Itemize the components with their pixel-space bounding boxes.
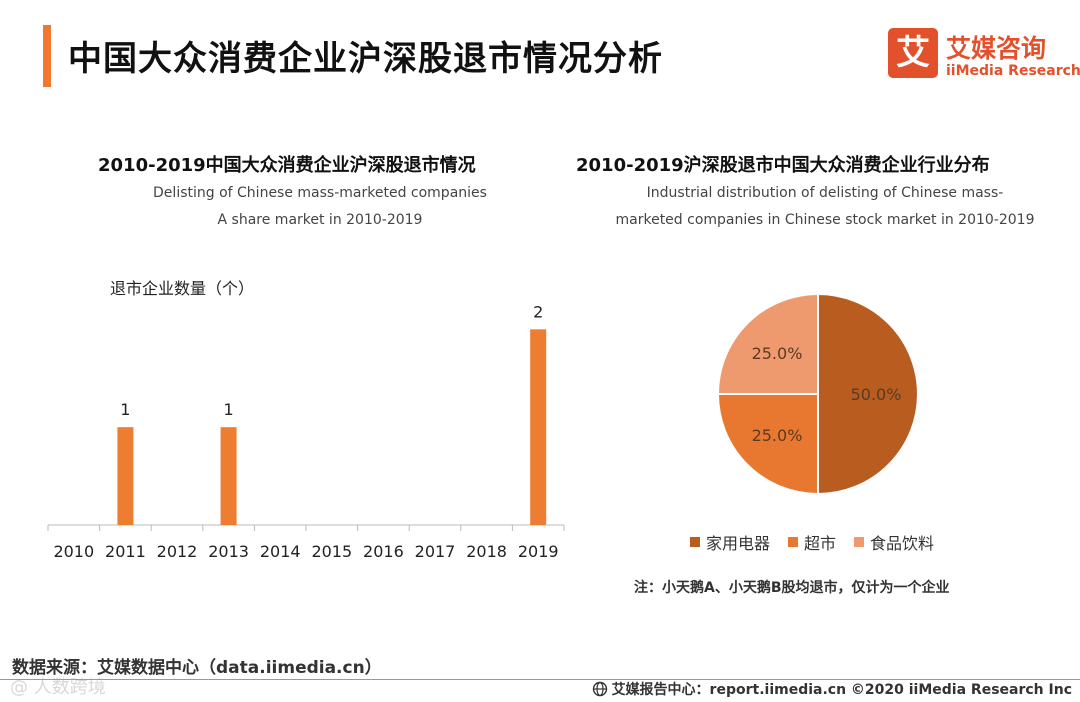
bar-data-label: 1 — [224, 400, 234, 419]
pie-chart-title: 2010-2019沪深股退市中国大众消费企业行业分布 — [576, 155, 990, 176]
bar — [117, 427, 134, 525]
bar — [530, 329, 547, 525]
legend-label: 家用电器 — [706, 534, 771, 553]
pie-chart-subtitle-1: Industrial distribution of delisting of … — [646, 185, 1004, 201]
x-tick-label: 2017 — [415, 542, 456, 561]
bar-chart-subtitle-2: A share market in 2010-2019 — [217, 212, 423, 228]
title-accent-bar — [43, 25, 51, 87]
pie-slice — [716, 393, 819, 496]
bar-chart-subtitle-1: Delisting of Chinese mass-marketed compa… — [153, 185, 487, 201]
x-tick-label: 2012 — [157, 542, 198, 561]
pie-slice-label: 50.0% — [851, 385, 902, 404]
x-tick-label: 2010 — [53, 542, 94, 561]
pie-slice-label: 25.0% — [752, 344, 803, 363]
iimedia-logo: 艾 艾媒咨询 iiMedia Research — [888, 28, 1080, 84]
footer-report: 艾媒报告中心：report.iimedia.cn ©2020 iiMedia R… — [592, 679, 1072, 699]
x-tick-label: 2016 — [363, 542, 404, 561]
bar — [220, 427, 237, 525]
x-tick-label: 2011 — [105, 542, 146, 561]
logo-mark: 艾 — [888, 28, 938, 78]
legend-item: 家用电器 — [690, 530, 770, 554]
bar-data-label: 1 — [120, 400, 130, 419]
x-tick-label: 2014 — [260, 542, 301, 561]
bar-chart: 2010 1 2011 2012 1 2013 2014 2015 2016 2017 2018 2 2… — [47, 302, 565, 561]
logo-name-en: iiMedia Research — [946, 63, 1080, 79]
legend-item: 超市 — [788, 530, 836, 554]
pie-legend: 家用电器 超市 食品饮料 — [690, 530, 934, 554]
pie-slice — [817, 292, 919, 496]
legend-label: 超市 — [804, 534, 837, 553]
footer-divider — [0, 679, 1080, 680]
pie-chart: 50.0% 25.0% 25.0% — [716, 292, 919, 496]
watermark: @ 人数跨境 — [10, 677, 106, 698]
x-tick-label: 2013 — [208, 542, 249, 561]
pie-slice-label: 25.0% — [752, 426, 803, 445]
pie-chart-subtitle-2: marketed companies in Chinese stock mark… — [615, 212, 1035, 228]
pie-note: 注：小天鹅A、小天鹅B股均退市，仅计为一个企业 — [634, 580, 950, 596]
legend-swatch — [690, 537, 700, 547]
logo-name-cn: 艾媒咨询 — [946, 34, 1047, 63]
footer-report-text: 艾媒报告中心：report.iimedia.cn ©2020 iiMedia R… — [611, 682, 1072, 698]
x-tick-label: 2015 — [311, 542, 352, 561]
bar-data-label: 2 — [533, 302, 543, 321]
bar-chart-title: 2010-2019中国大众消费企业沪深股退市情况 — [98, 155, 476, 176]
page-title: 中国大众消费企业沪深股退市情况分析 — [68, 39, 663, 79]
data-source: 数据来源：艾媒数据中心（data.iimedia.cn） — [12, 658, 382, 678]
x-tick-label: 2018 — [466, 542, 507, 561]
globe-icon — [592, 681, 607, 697]
legend-swatch — [854, 537, 865, 547]
x-tick-label: 2019 — [518, 542, 559, 561]
pie-slice — [716, 292, 819, 395]
legend-swatch — [788, 537, 799, 547]
legend-item: 食品饮料 — [854, 530, 934, 554]
legend-label: 食品饮料 — [870, 534, 935, 553]
bar-chart-ylabel: 退市企业数量（个） — [110, 279, 255, 298]
